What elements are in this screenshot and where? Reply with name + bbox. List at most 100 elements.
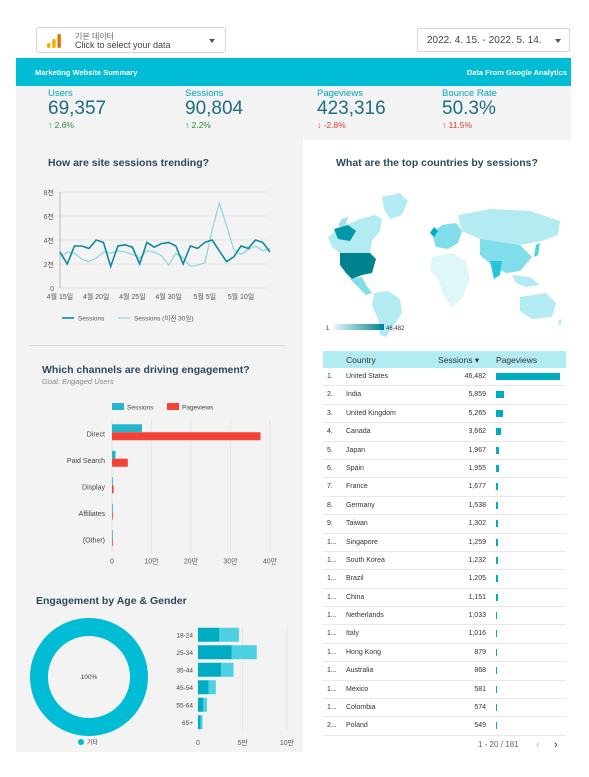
age-bar-chart[interactable]: 0 5만 10만 18-24 25-34 35-44 45-54 55-64 65+ [165, 620, 300, 750]
row-country: France [346, 483, 368, 491]
bar-segment-a[interactable] [198, 627, 220, 642]
column-header-country[interactable]: Country [346, 355, 376, 365]
bar-segment-b[interactable] [221, 662, 234, 677]
x-tick-label: 4월 25일 [119, 292, 146, 301]
bar-sessions[interactable] [112, 450, 116, 459]
bar-sessions[interactable] [112, 424, 143, 433]
row-rank: 5. [327, 446, 333, 454]
bar-sessions[interactable] [112, 503, 113, 512]
table-row[interactable]: 7. France 1,677 [323, 478, 566, 497]
table-row[interactable]: 1. United States 46,482 [323, 368, 566, 387]
bar-sessions[interactable] [112, 477, 113, 486]
row-rank: 1... [327, 612, 337, 620]
map-land [328, 193, 562, 337]
age-category-label: 65+ [182, 720, 193, 727]
kpi-sessions[interactable]: Sessions 90,804 ↑ 2.2% [185, 88, 243, 130]
table-row[interactable]: 1... Hong Kong 879 [323, 644, 566, 663]
bar-sessions[interactable] [112, 530, 113, 539]
kpi-value: 423,316 [317, 98, 386, 119]
table-row[interactable]: 8. Germany 1,538 [323, 497, 566, 516]
donut-legend-label: 기타 [87, 739, 99, 747]
bar-segment-a[interactable] [198, 715, 201, 730]
donut-percent-label: 100% [81, 674, 98, 681]
table-row[interactable]: 6. Spain 1,955 [323, 460, 566, 479]
bar-segment-a[interactable] [198, 680, 209, 695]
bar-pageviews[interactable] [112, 511, 113, 520]
datasource-label: 기본 데이터 [75, 32, 115, 41]
sessions-trend-chart[interactable]: 0 2천 4천 6천 8천 4월 15일 4월 20일 4월 25일 4월 30일 5월 5일 5월… [30, 180, 280, 330]
y-tick-label: 4천 [44, 236, 54, 245]
bar-segment-b[interactable] [208, 680, 216, 695]
row-pageviews-bar [496, 538, 498, 546]
row-country: South Korea [346, 556, 385, 564]
row-country: Netherlands [346, 612, 384, 620]
table-row[interactable]: 1... China 1,151 [323, 589, 566, 608]
row-pageviews-bar [496, 630, 498, 638]
bar-segment-b[interactable] [231, 645, 257, 660]
kpi-bounce-rate[interactable]: Bounce Rate 50.3% ↑ 11.5% [442, 88, 497, 130]
y-tick-label: 6천 [44, 212, 54, 221]
x-tick-label: 4월 30일 [155, 292, 182, 301]
row-country: Germany [346, 501, 375, 509]
date-range-picker[interactable]: 2022. 4. 15. - 2022. 5. 14. [417, 28, 570, 52]
next-page-icon[interactable]: › [554, 739, 558, 751]
channels-chart-title: Which channels are driving engagement? [42, 364, 250, 376]
bar-pageviews[interactable] [112, 458, 128, 467]
series-line-0[interactable] [59, 239, 271, 269]
world-geo-map[interactable] [320, 175, 570, 340]
bar-pageviews[interactable] [112, 485, 114, 494]
table-row[interactable]: 3. United Kingdom 5,265 [323, 405, 566, 424]
bar-pageviews[interactable] [112, 432, 261, 441]
donut-slice[interactable] [30, 618, 148, 736]
trend-chart-title: How are site sessions trending? [48, 157, 210, 169]
summary-header-band: Marketing Website Summary Data From Goog… [16, 58, 571, 86]
kpi-change: ↑ 2.6% [48, 120, 74, 130]
row-pageviews-bar [496, 520, 498, 528]
x-tick-label: 10만 [144, 557, 159, 566]
gender-donut-chart[interactable]: 100% 기타 [28, 615, 158, 750]
row-rank: 4. [327, 428, 333, 436]
table-row[interactable]: 2. India 5,859 [323, 386, 566, 405]
table-row[interactable]: 1... Australia 868 [323, 662, 566, 681]
datasource-hint: Click to select your data [75, 40, 171, 50]
table-row[interactable]: 9. Taiwan 1,302 [323, 515, 566, 534]
kpi-users[interactable]: Users 69,357 ↑ 2.6% [48, 88, 106, 130]
table-row[interactable]: 1... Singapore 1,259 [323, 534, 566, 552]
row-country: Italy [346, 630, 359, 638]
series-line-1[interactable] [59, 200, 271, 268]
bar-segment-b[interactable] [203, 697, 207, 712]
column-header-sessions[interactable]: Sessions ▾ [438, 355, 480, 365]
category-label: Display [82, 484, 105, 491]
age-gender-title: Engagement by Age & Gender [36, 595, 187, 607]
row-pageviews-bar [496, 575, 498, 583]
row-sessions: 879 [474, 648, 486, 656]
x-tick-label: 0 [196, 740, 200, 747]
row-rank: 1... [327, 648, 337, 656]
bar-pageviews[interactable] [112, 538, 113, 547]
kpi-pageviews[interactable]: Pageviews 423,316 ↓ -2.8% [317, 88, 386, 130]
table-row[interactable]: 1... Brazil 1,205 [323, 570, 566, 589]
bar-segment-a[interactable] [198, 697, 204, 712]
table-row[interactable]: 4. Canada 3,662 [323, 423, 566, 442]
table-row[interactable]: 1... Italy 1,016 [323, 625, 566, 644]
table-row[interactable]: 5. Japan 1,967 [323, 442, 566, 460]
prev-page-icon[interactable]: ‹ [536, 739, 540, 751]
datasource-select[interactable]: 기본 데이터 Click to select your data [36, 27, 226, 53]
bar-segment-b[interactable] [200, 715, 203, 730]
table-row[interactable]: 2... Poland 549 [323, 717, 566, 736]
table-pager: 1 - 20 / 181 ‹ › [478, 739, 558, 751]
bar-segment-a[interactable] [198, 662, 222, 677]
bar-segment-b[interactable] [219, 627, 239, 642]
channels-bar-chart[interactable]: Sessions Pageviews 0 10만 20만 30만 40만 Direct Paid… [30, 395, 290, 575]
row-sessions: 1,151 [468, 593, 486, 601]
x-tick-label: 4월 15일 [47, 292, 74, 301]
column-header-pageviews[interactable]: Pageviews [496, 355, 538, 365]
bar-segment-a[interactable] [198, 645, 232, 660]
table-row[interactable]: 1... Mexico 581 [323, 681, 566, 700]
country-table[interactable]: Country Sessions ▾ Pageviews 1. United St… [323, 351, 566, 736]
row-rank: 7. [327, 483, 333, 491]
table-row[interactable]: 1... South Korea 1,232 [323, 552, 566, 571]
table-row[interactable]: 1... Netherlands 1,033 [323, 607, 566, 626]
row-sessions: 1,967 [468, 446, 486, 454]
table-row[interactable]: 1... Colombia 574 [323, 699, 566, 718]
